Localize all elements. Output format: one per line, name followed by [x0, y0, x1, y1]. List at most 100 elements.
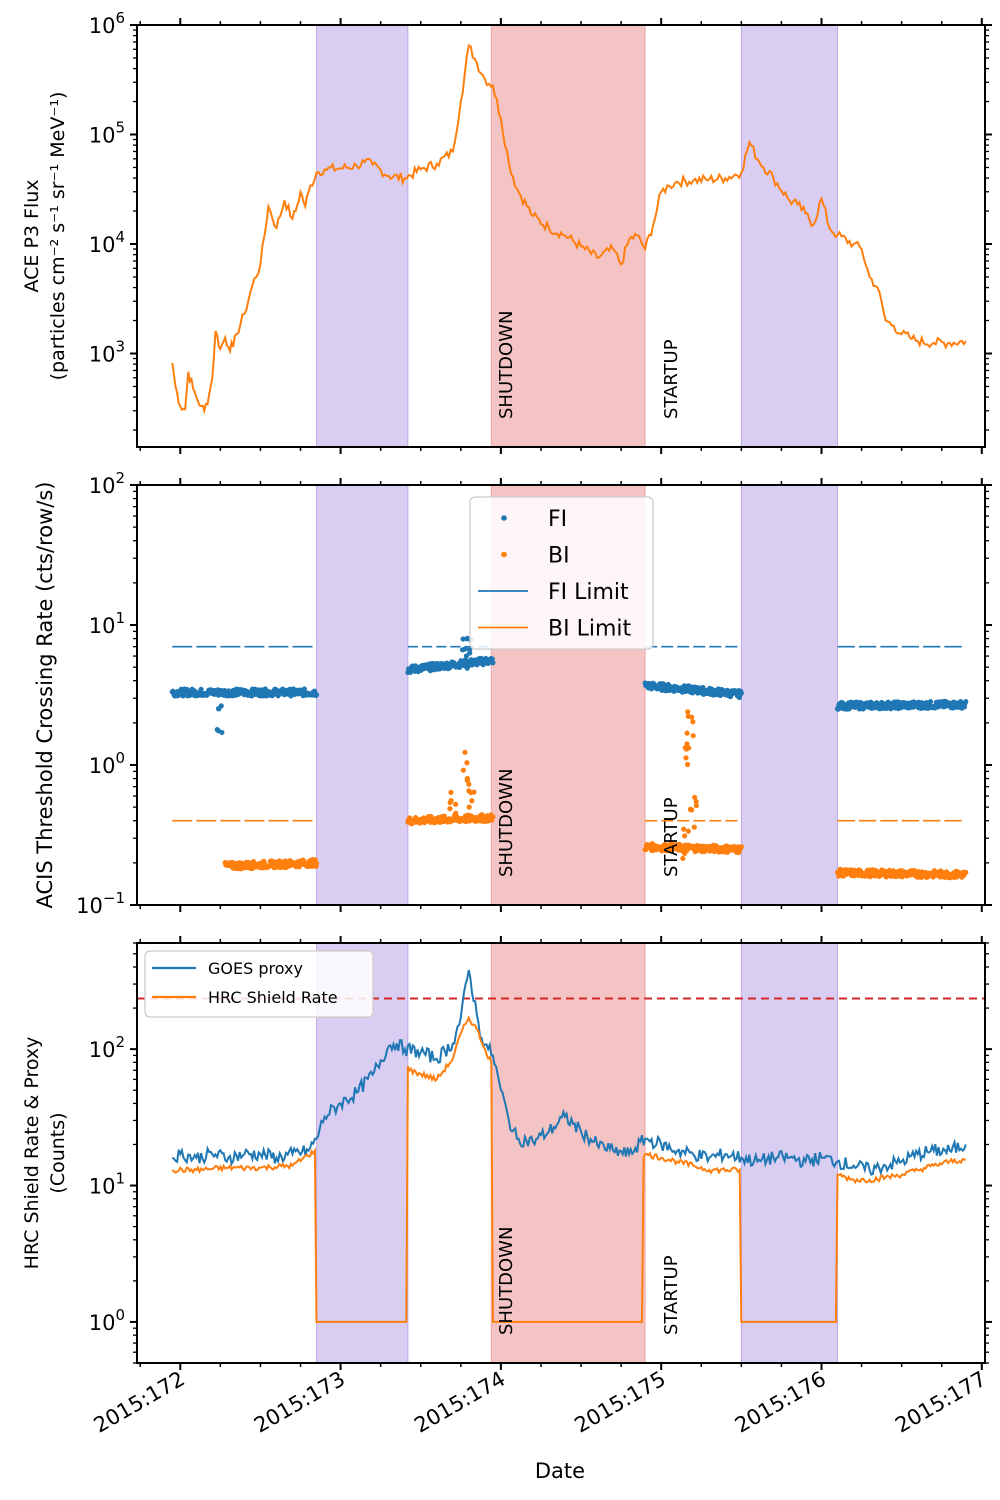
- bi-point: [464, 777, 470, 783]
- panel-1: SHUTDOWN STARTUP 103 104 105 106 ACE P3 Flux (p…: [21, 9, 992, 454]
- y-tick-label: 102: [89, 1033, 125, 1062]
- hrc-shield-rate-line: [171, 1015, 966, 1323]
- bi-point: [468, 789, 474, 796]
- legend-box: [144, 950, 374, 1018]
- y-axis-label: HRC Shield Rate & Proxy: [21, 1037, 43, 1270]
- startup-label: STARTUP: [661, 339, 682, 419]
- startup-label: STARTUP: [661, 797, 682, 877]
- bi-point: [685, 709, 691, 715]
- shutdown-label: SHUTDOWN: [496, 311, 517, 419]
- legend-label: HRC Shield Rate: [208, 988, 338, 1007]
- y-tick-label: 100: [89, 1306, 125, 1335]
- shutdown-band: [490, 25, 646, 447]
- fi-point: [464, 665, 470, 671]
- fi-point: [489, 656, 495, 662]
- bi-point: [867, 874, 873, 880]
- bi-point: [682, 847, 688, 853]
- bi-point: [692, 794, 698, 800]
- bi-point: [690, 719, 696, 725]
- legend-marker: [501, 551, 507, 558]
- legend-label: BI: [548, 544, 570, 569]
- fi-point: [490, 660, 496, 666]
- bi-point: [448, 789, 454, 795]
- startup-label: STARTUP: [661, 1255, 682, 1335]
- perigee-band: [740, 943, 839, 1363]
- fi-point: [927, 699, 934, 705]
- bi-point: [684, 761, 691, 768]
- axes-frame: [136, 24, 986, 448]
- bi-point: [682, 850, 688, 857]
- x-axis-label: Date: [535, 1459, 585, 1483]
- axes-frame: [136, 484, 986, 906]
- y-tick-label: 104: [89, 228, 125, 257]
- fi-point: [468, 661, 475, 667]
- fi-point: [467, 650, 473, 656]
- bi-point: [466, 804, 472, 810]
- legend: FI BI FI Limit BI Limit: [469, 496, 654, 650]
- bi-point: [683, 755, 689, 761]
- legend-label: FI: [548, 507, 567, 532]
- legend-box: [469, 496, 654, 650]
- bi-point: [738, 844, 744, 850]
- x-tick-label: 2015:173: [250, 1367, 349, 1438]
- bi-point: [462, 749, 468, 755]
- bi-point: [447, 799, 453, 806]
- y-tick-label: 101: [89, 1170, 125, 1199]
- bi-point: [683, 746, 689, 752]
- x-tick-label: 2015:177: [891, 1367, 990, 1438]
- fi-point: [467, 646, 473, 653]
- y-axis-label-units: (Counts): [47, 1112, 69, 1193]
- bi-point: [690, 733, 696, 739]
- y-axis-label: ACE P3 Flux: [21, 179, 43, 292]
- legend-label: GOES proxy: [208, 959, 303, 978]
- bi-point: [490, 814, 496, 820]
- bi-point: [963, 869, 969, 875]
- y-axis-label: ACIS Threshold Crossing Rate (cts/row/s): [33, 482, 57, 909]
- panel-2: SHUTDOWN STARTUP 10−1 100 101 102 ACIS Thresho…: [33, 469, 992, 918]
- x-tick-label: 2015:175: [571, 1367, 670, 1438]
- bi-point: [693, 802, 699, 809]
- y-tick-label: 103: [89, 338, 125, 367]
- fi-point: [738, 690, 744, 696]
- bi-point: [469, 798, 475, 804]
- axes-frame: [136, 942, 986, 1364]
- bi-point: [460, 767, 466, 773]
- shutdown-label: SHUTDOWN: [496, 1227, 517, 1335]
- legend-marker: [501, 515, 507, 521]
- y-tick-label: 102: [89, 469, 125, 498]
- legend: GOES proxy HRC Shield Rate: [144, 950, 374, 1018]
- bi-point: [681, 826, 687, 832]
- bi-point: [466, 781, 472, 787]
- fi-point: [180, 693, 186, 699]
- fi-point: [460, 636, 466, 642]
- bi-point: [680, 855, 686, 862]
- bi-point: [682, 833, 688, 839]
- plot-area-1: [171, 25, 967, 447]
- bi-point: [453, 810, 459, 816]
- ace-p3-flux-line: [171, 44, 967, 415]
- bi-point: [693, 798, 699, 805]
- y-axis-label-units: (particles cm⁻² s⁻¹ sr⁻¹ MeV⁻¹): [47, 92, 69, 381]
- perigee-band: [316, 485, 409, 905]
- shutdown-label: SHUTDOWN: [496, 769, 517, 877]
- bi-point: [685, 713, 691, 719]
- y-tick-label: 105: [89, 119, 125, 148]
- perigee-band: [740, 25, 839, 447]
- perigee-band: [740, 485, 839, 905]
- bi-point: [447, 806, 453, 812]
- y-tick-label: 106: [89, 9, 125, 38]
- bi-point: [691, 824, 697, 830]
- fi-point: [963, 699, 969, 705]
- bi-point: [689, 807, 695, 813]
- x-tick-label: 2015:174: [410, 1367, 509, 1438]
- bi-point: [684, 730, 690, 736]
- perigee-band: [316, 25, 409, 447]
- fi-point: [313, 692, 320, 698]
- y-tick-label: 101: [89, 609, 125, 638]
- fi-point: [216, 706, 222, 712]
- fi-point: [462, 646, 468, 652]
- legend-label: BI Limit: [548, 617, 631, 642]
- bi-point: [685, 828, 691, 834]
- legend-label: FI Limit: [548, 580, 629, 605]
- fi-point: [198, 686, 204, 692]
